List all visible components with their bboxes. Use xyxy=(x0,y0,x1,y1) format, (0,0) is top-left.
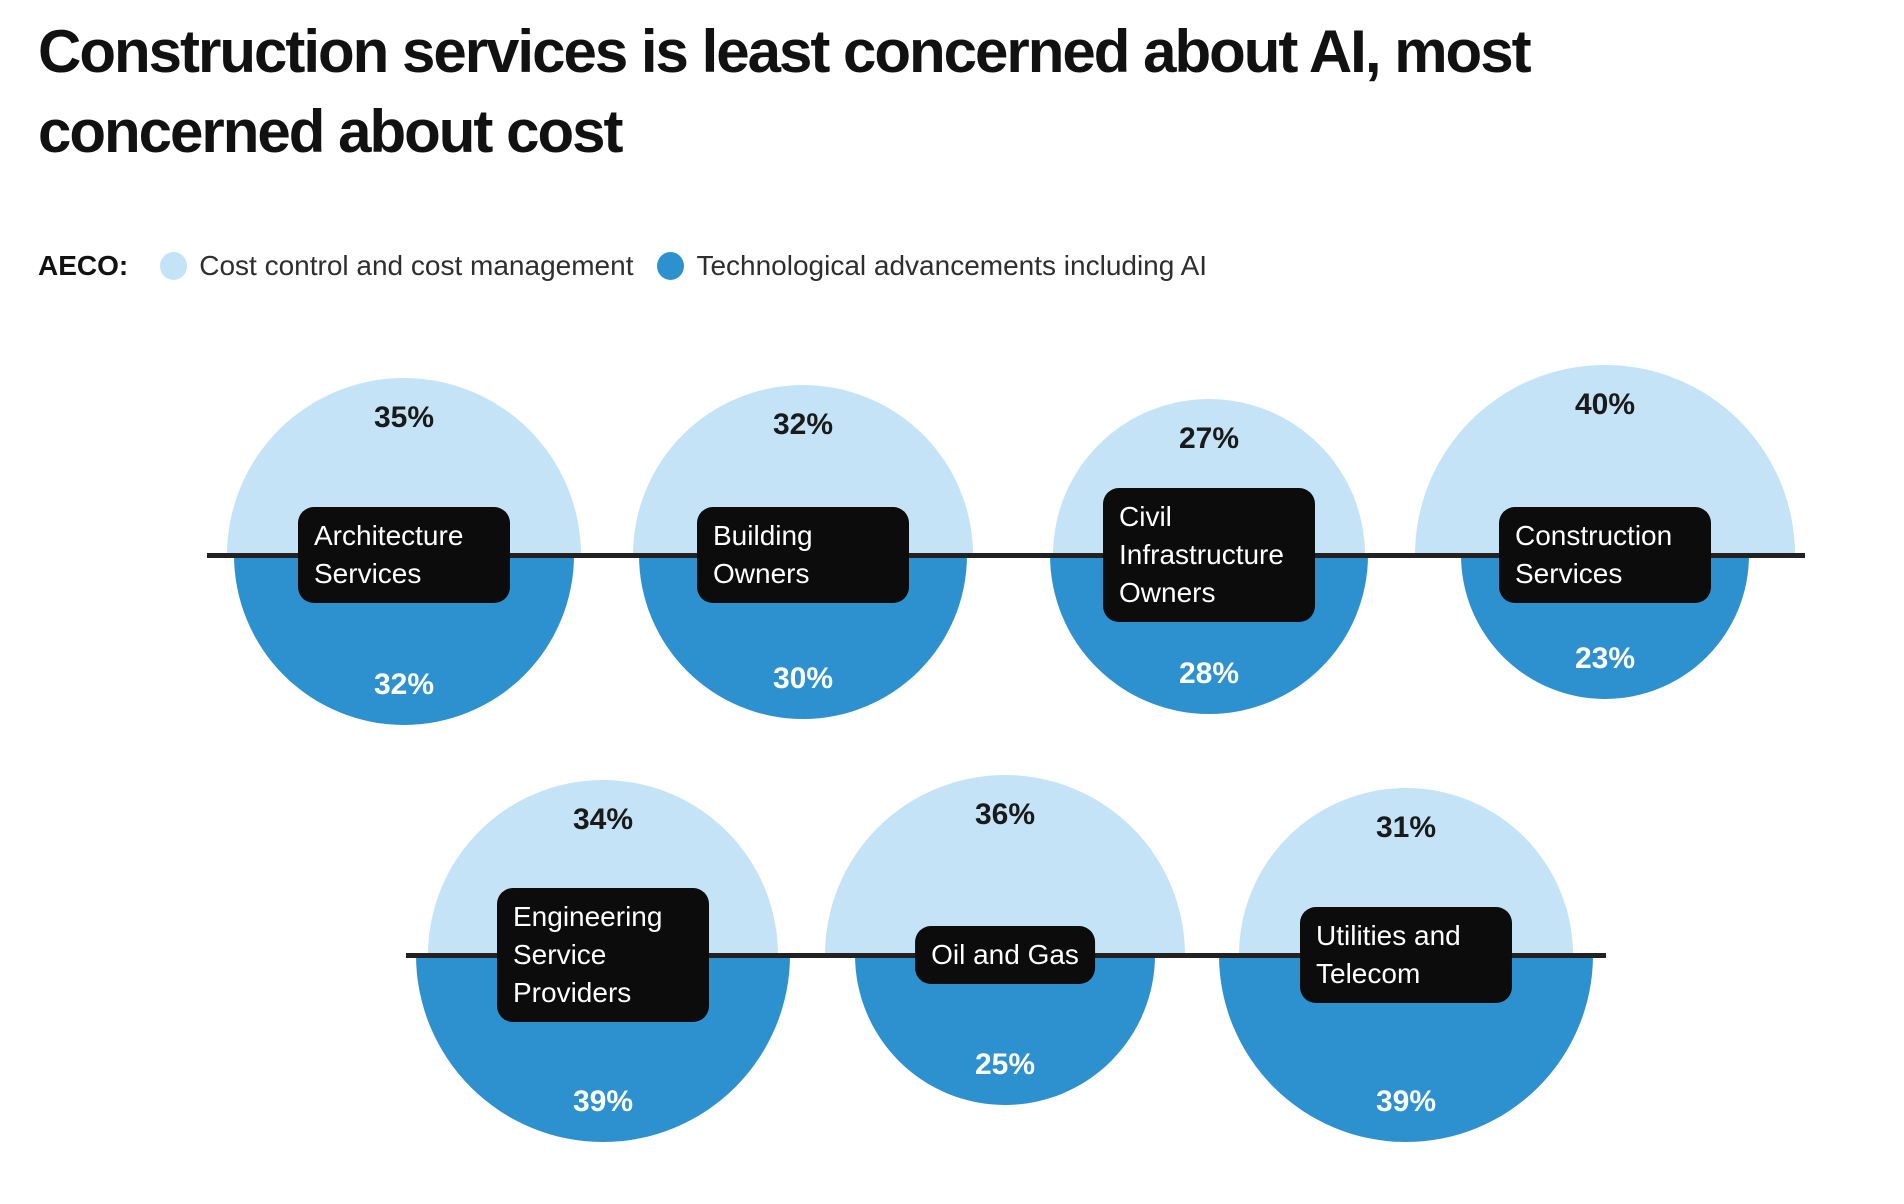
chart-title: Construction services is least concerned… xyxy=(38,12,1532,172)
cost-value-label: 36% xyxy=(974,798,1036,831)
category-label: Construction Services xyxy=(1499,507,1711,603)
legend-prefix: AECO: xyxy=(38,250,129,281)
legend-item-cost-label: Cost control and cost management xyxy=(199,250,634,281)
legend-item-tech-label: Technological advancements including AI xyxy=(696,250,1208,281)
cost-legend-dot-icon xyxy=(160,252,188,280)
tech-value-label: 25% xyxy=(974,1048,1036,1081)
category-label: Utilities and Telecom xyxy=(1300,907,1512,1003)
legend-item-tech: Technological advancements including AI xyxy=(657,250,1207,282)
tech-value-label: 32% xyxy=(373,668,435,701)
category-label: Oil and Gas xyxy=(915,926,1095,984)
cost-value-label: 32% xyxy=(772,408,834,441)
category-label: Architecture Services xyxy=(298,507,510,603)
cost-value-label: 34% xyxy=(572,803,634,836)
tech-value-label: 28% xyxy=(1178,657,1240,690)
legend-item-cost: Cost control and cost management xyxy=(160,250,633,282)
category-label: Civil Infrastructure Owners xyxy=(1103,488,1315,622)
tech-value-label: 39% xyxy=(1375,1085,1437,1118)
baseline-row-1 xyxy=(207,552,1805,558)
cost-value-label: 27% xyxy=(1178,422,1240,455)
chart-title-line-1: Construction services is least concerned… xyxy=(38,18,1532,85)
cost-value-label: 40% xyxy=(1574,388,1636,421)
tech-value-label: 23% xyxy=(1574,642,1636,675)
cost-value-label: 31% xyxy=(1375,811,1437,844)
category-label: Engineering Service Providers xyxy=(497,888,709,1022)
tech-value-label: 30% xyxy=(772,662,834,695)
category-label: Building Owners xyxy=(697,507,909,603)
chart-title-line-2: concerned about cost xyxy=(38,98,623,165)
legend: AECO: Cost control and cost management T… xyxy=(38,250,1231,282)
tech-value-label: 39% xyxy=(572,1085,634,1118)
tech-legend-dot-icon xyxy=(657,252,685,280)
cost-value-label: 35% xyxy=(373,401,435,434)
